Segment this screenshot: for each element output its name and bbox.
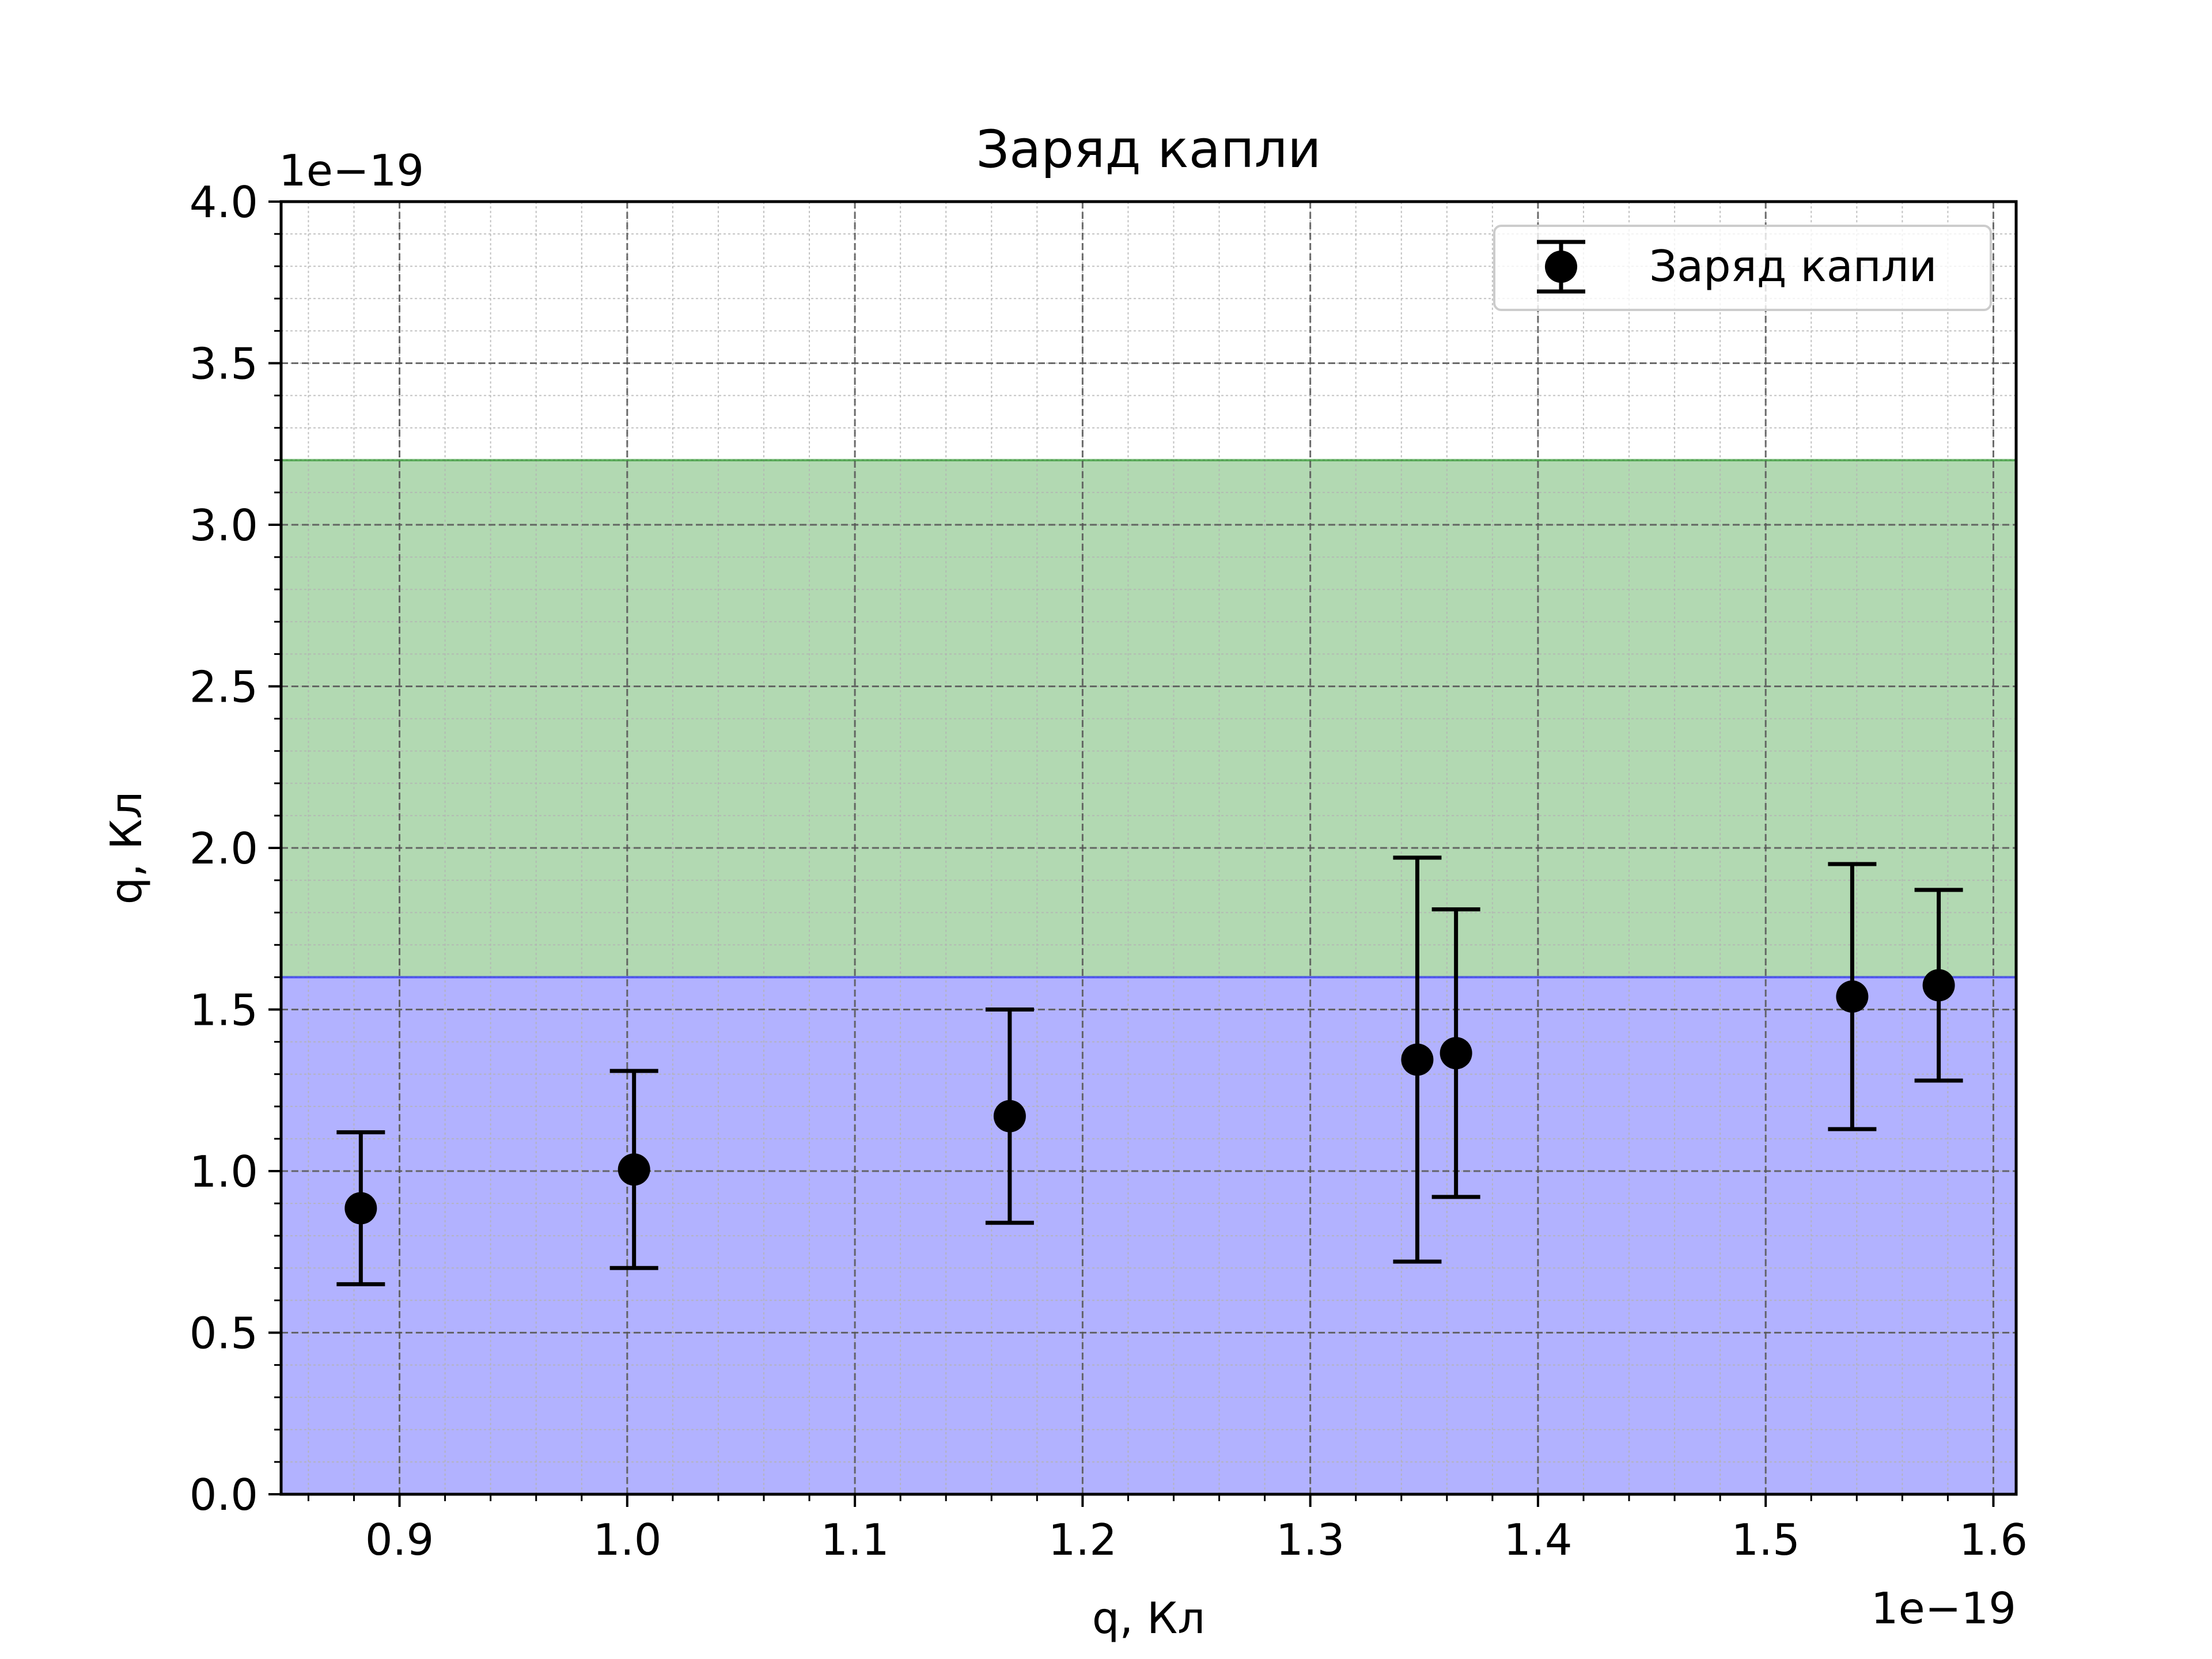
band-edges [281,459,2016,979]
y-tick-label: 0.5 [190,1308,258,1359]
point-marker [1836,980,1869,1013]
y-tick-label: 4.0 [190,177,258,228]
data-point [1393,855,1442,1264]
x-tick-label: 1.2 [1048,1514,1117,1565]
point-marker [344,1192,377,1225]
y-tick-label: 2.0 [190,823,258,874]
x-offset-label: 1e−19 [1871,1583,2016,1634]
axis-ticks [268,200,1995,1507]
data-point [1431,907,1480,1199]
x-axis-label: q, Кл [1092,1593,1205,1643]
x-tick-label: 1.4 [1503,1514,1572,1565]
point-marker [993,1100,1026,1132]
y-tick-label: 3.5 [190,339,258,389]
legend: Заряд капли [1493,225,1992,311]
chart-title: Заряд капли [976,119,1321,180]
x-tick-label: 0.9 [365,1514,434,1565]
tick-labels: 0.9 1.0 1.1 1.2 1.3 1.4 1.5 1.6 0.0 0.5 1.0 1.5 2.0 2… [190,177,2028,1565]
data-point [985,1007,1034,1225]
data-layer [336,855,1963,1286]
y-tick-label: 2.5 [190,662,258,713]
y-tick-label: 0.0 [190,1469,258,1520]
x-tick-label: 1.3 [1276,1514,1344,1565]
x-tick-label: 1.5 [1732,1514,1800,1565]
data-point [336,1130,385,1286]
y-tick-label: 1.0 [190,1146,258,1197]
x-tick-label: 1.0 [593,1514,661,1565]
data-point [1828,862,1877,1131]
point-marker [1401,1043,1434,1076]
x-tick-label: 1.1 [820,1514,889,1565]
point-marker [1922,969,1955,1002]
point-marker [1440,1037,1472,1070]
y-offset-label: 1e−19 [279,145,424,196]
major-grid [281,200,2016,1495]
legend-marker [1537,240,1585,294]
y-tick-label: 1.5 [190,985,258,1036]
y-tick-label: 3.0 [190,500,258,551]
point-marker [618,1153,650,1186]
x-tick-label: 1.6 [1959,1514,2028,1565]
legend-label: Заряд капли [1649,241,1937,291]
legend-box [1493,225,1992,311]
data-point [1914,888,1963,1083]
data-point [609,1069,658,1270]
y-axis-label: q, Кл [101,791,151,904]
